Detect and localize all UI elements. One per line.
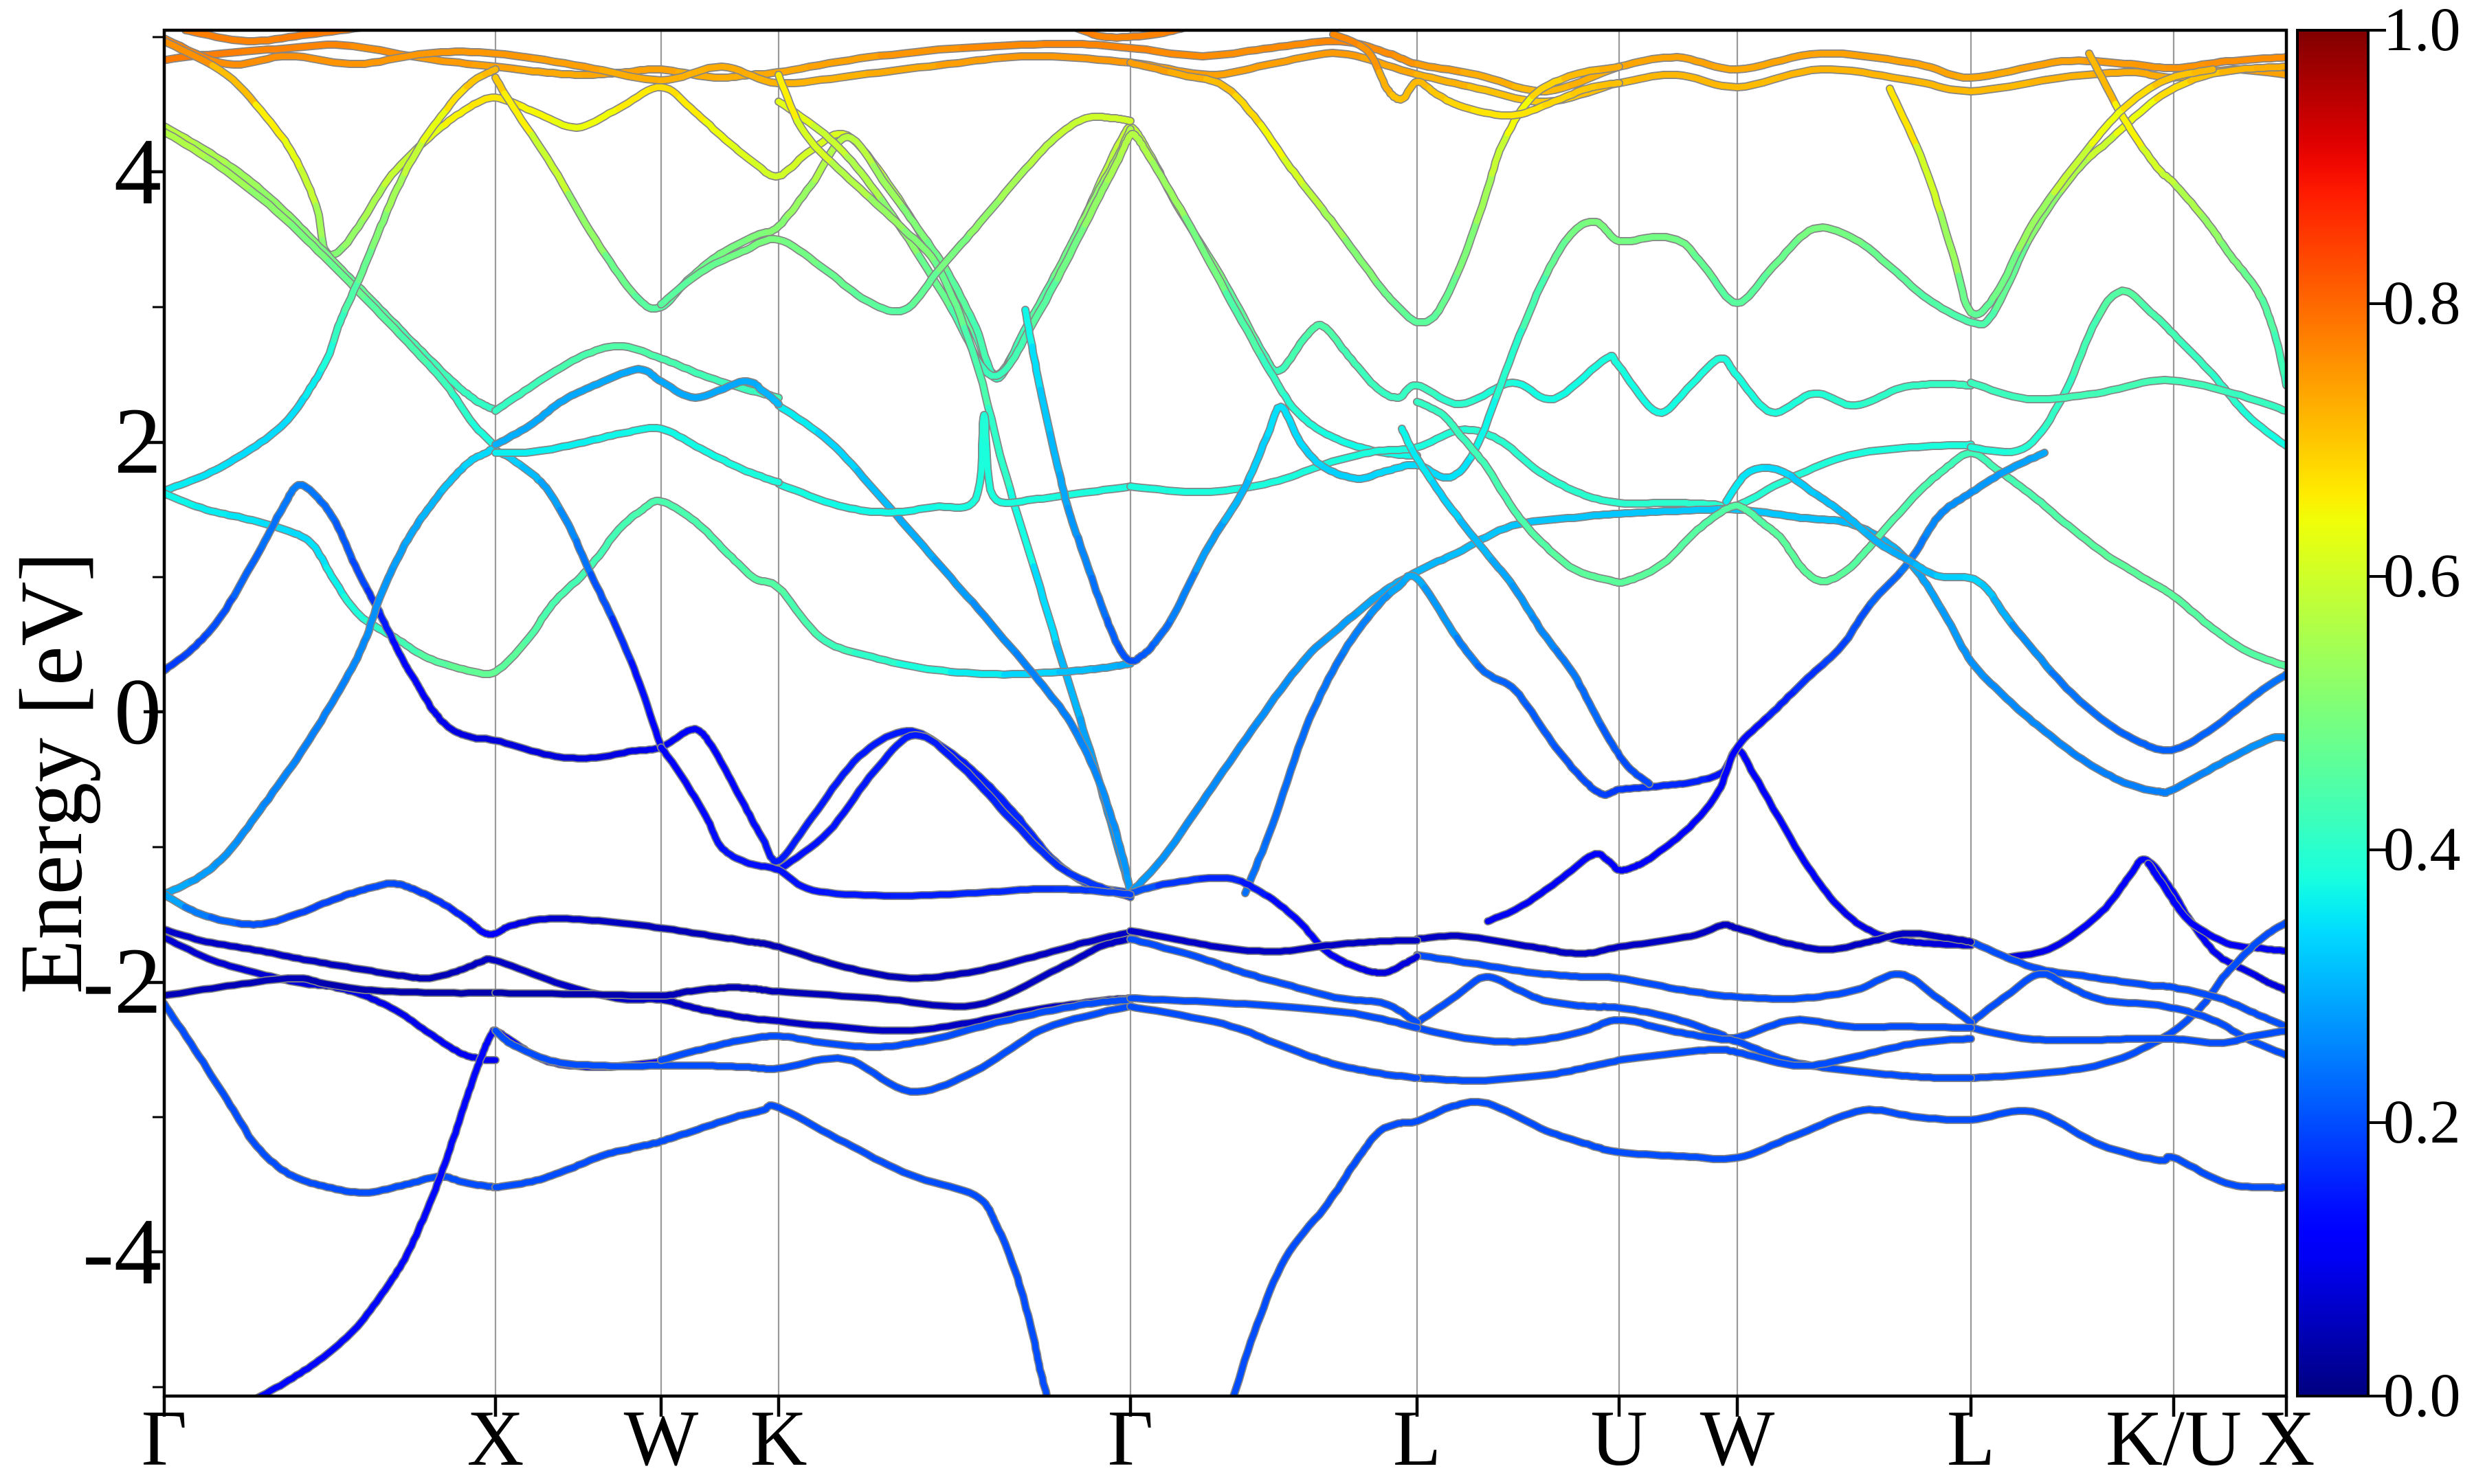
svg-text:L: L (1947, 1395, 1995, 1482)
svg-text:0: 0 (114, 659, 161, 764)
svg-text:-2: -2 (82, 928, 161, 1033)
svg-text:K/U: K/U (2106, 1395, 2242, 1482)
svg-text:1.0: 1.0 (2383, 0, 2461, 64)
svg-text:Γ: Γ (1108, 1395, 1153, 1482)
svg-text:X: X (467, 1395, 524, 1482)
svg-text:0.2: 0.2 (2383, 1088, 2461, 1156)
svg-text:4: 4 (114, 119, 161, 224)
svg-text:W: W (624, 1395, 699, 1482)
svg-text:W: W (1700, 1395, 1775, 1482)
svg-text:K: K (750, 1395, 807, 1482)
svg-text:0.8: 0.8 (2383, 269, 2461, 337)
svg-text:0.6: 0.6 (2383, 542, 2461, 610)
svg-text:L: L (1393, 1395, 1441, 1482)
svg-text:2: 2 (114, 388, 161, 493)
svg-text:Energy [eV]: Energy [eV] (2, 552, 101, 994)
svg-text:Γ: Γ (142, 1395, 187, 1482)
svg-text:X: X (2258, 1395, 2315, 1482)
svg-text:U: U (1590, 1395, 1647, 1482)
svg-text:0.4: 0.4 (2383, 816, 2461, 884)
svg-text:-4: -4 (82, 1199, 161, 1304)
svg-text:0.0: 0.0 (2383, 1362, 2461, 1430)
